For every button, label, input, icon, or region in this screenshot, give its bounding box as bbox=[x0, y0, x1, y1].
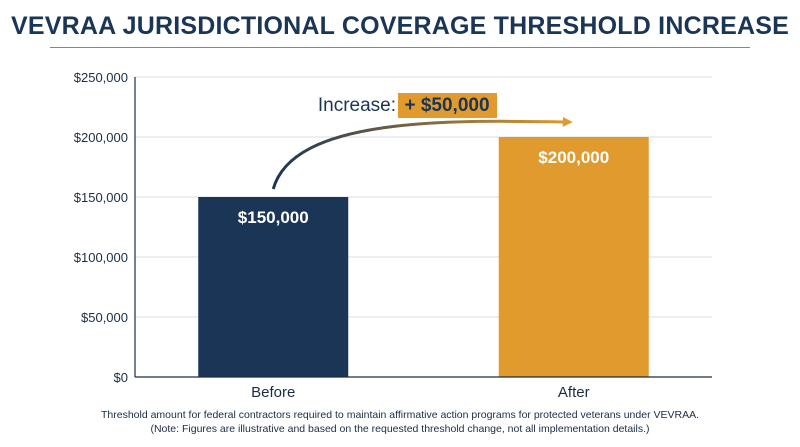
title-divider bbox=[50, 47, 750, 48]
chart-caption: Threshold amount for federal contractors… bbox=[0, 408, 800, 436]
caption-line-2: (Note: Figures are illustrative and base… bbox=[150, 423, 650, 435]
increase-arrow bbox=[271, 116, 573, 190]
bar-value-label: $200,000 bbox=[538, 148, 609, 167]
y-tick-label: $150,000 bbox=[74, 190, 128, 205]
increase-label: Increase: bbox=[318, 95, 396, 116]
chart-title: VEVRAA JURISDICTIONAL COVERAGE THRESHOLD… bbox=[11, 12, 789, 40]
bar-after bbox=[498, 137, 649, 377]
y-tick-label: $0 bbox=[114, 370, 128, 385]
increase-value-badge bbox=[398, 93, 497, 118]
bar-value-label: $150,000 bbox=[238, 208, 309, 227]
y-tick-label: $50,000 bbox=[81, 310, 128, 325]
y-tick-label: $200,000 bbox=[74, 130, 128, 145]
increase-value: + $50,000 bbox=[404, 95, 489, 116]
y-tick-label: $250,000 bbox=[74, 70, 128, 85]
x-tick-label: Before bbox=[251, 384, 295, 401]
y-tick-label: $100,000 bbox=[74, 250, 128, 265]
x-tick-label: After bbox=[558, 384, 590, 401]
bar-before bbox=[198, 197, 349, 377]
caption-line-1: Threshold amount for federal contractors… bbox=[100, 409, 700, 421]
